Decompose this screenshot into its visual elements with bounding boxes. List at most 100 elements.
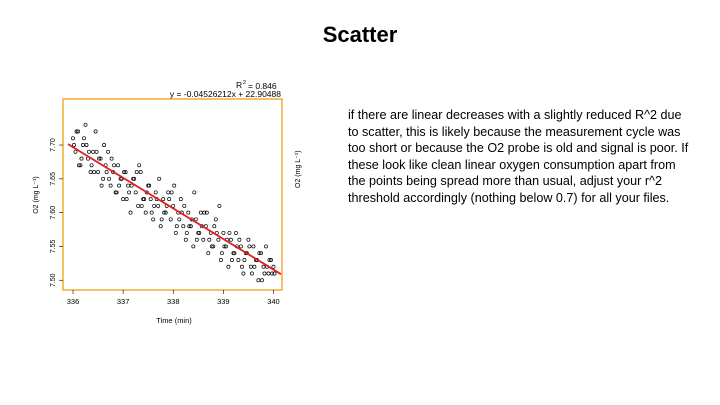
data-point xyxy=(207,237,212,242)
data-point xyxy=(98,156,103,161)
data-point xyxy=(187,224,192,229)
data-point xyxy=(192,190,197,195)
r-squared-symbol: R xyxy=(236,80,242,90)
data-point xyxy=(257,251,262,256)
data-point xyxy=(74,129,79,134)
data-point xyxy=(221,230,226,235)
data-point xyxy=(223,244,228,249)
fit-line xyxy=(67,143,282,275)
data-point xyxy=(264,244,268,249)
data-point xyxy=(186,210,191,215)
data-point xyxy=(167,197,172,202)
data-point xyxy=(156,203,161,208)
y-axis-title-right: O2 (mg L⁻¹) xyxy=(295,150,302,188)
data-point xyxy=(259,251,263,256)
r-squared-label: R 2 = 0.846 xyxy=(236,80,277,91)
data-point xyxy=(219,251,224,256)
data-point xyxy=(159,217,164,222)
data-point xyxy=(97,156,102,161)
data-point xyxy=(241,271,246,276)
data-point xyxy=(133,190,138,195)
data-point xyxy=(198,210,203,215)
plot-layer: 336 337 338 339 340 7.50 7.55 7.60 7.65 7.70 xyxy=(50,122,282,306)
data-point xyxy=(137,163,142,168)
data-point xyxy=(233,230,238,235)
data-point xyxy=(82,136,86,141)
data-point xyxy=(249,271,254,276)
data-point xyxy=(166,190,171,195)
y-tick-label: 7.55 xyxy=(50,240,57,254)
x-tick-label: 338 xyxy=(167,297,180,306)
y-tick-label: 7.60 xyxy=(50,206,57,220)
data-point xyxy=(247,244,252,249)
data-point xyxy=(266,271,271,276)
data-point xyxy=(227,230,232,235)
data-point xyxy=(177,217,182,222)
data-point xyxy=(122,170,127,175)
x-axis-title: Time (min) xyxy=(156,316,192,325)
data-point xyxy=(229,258,234,262)
data-point xyxy=(73,149,78,154)
data-point xyxy=(161,197,166,202)
data-point xyxy=(194,237,199,242)
data-point xyxy=(127,190,132,195)
x-tick-label: 340 xyxy=(267,297,280,306)
data-point xyxy=(239,264,244,269)
slide-title: Scatter xyxy=(322,22,398,47)
data-point xyxy=(188,224,193,229)
data-point xyxy=(182,203,187,208)
data-point xyxy=(123,170,128,175)
data-point xyxy=(72,143,76,147)
data-point xyxy=(216,237,221,242)
data-point xyxy=(193,217,198,222)
data-point xyxy=(92,170,97,175)
data-point xyxy=(112,163,117,168)
data-point xyxy=(261,264,266,269)
y-axis-title: O2 (mg L⁻¹) xyxy=(33,176,40,214)
data-point xyxy=(107,176,112,181)
data-point xyxy=(76,129,80,134)
data-point xyxy=(269,258,273,262)
data-point xyxy=(128,210,133,215)
data-point xyxy=(248,264,253,269)
data-point xyxy=(79,156,84,161)
data-point xyxy=(218,258,223,262)
x-tick-label: 339 xyxy=(217,297,230,306)
data-point xyxy=(77,163,81,168)
x-tick-label: 336 xyxy=(67,297,80,306)
data-point xyxy=(169,190,174,195)
data-point xyxy=(153,190,158,195)
data-point xyxy=(272,271,277,276)
y-tick-label: 7.50 xyxy=(50,273,57,287)
data-point xyxy=(217,203,222,208)
data-point xyxy=(138,170,143,175)
data-point xyxy=(94,149,99,154)
data-point xyxy=(96,170,101,175)
data-point xyxy=(242,258,247,262)
data-point xyxy=(87,149,91,154)
data-point xyxy=(158,224,163,229)
data-point xyxy=(88,170,93,175)
data-point xyxy=(183,237,188,242)
data-point xyxy=(117,183,122,188)
fit-equation: y = -0.04526212x + 22.90488 xyxy=(170,89,281,99)
data-point xyxy=(143,210,148,215)
data-point xyxy=(126,183,131,188)
data-point xyxy=(89,163,94,168)
data-point xyxy=(168,217,173,222)
data-point xyxy=(271,264,276,269)
data-point xyxy=(252,264,257,269)
data-point xyxy=(124,197,129,202)
data-point xyxy=(267,258,272,262)
data-point xyxy=(84,143,89,147)
data-point xyxy=(213,217,218,222)
data-point xyxy=(114,190,119,195)
plot-frame xyxy=(62,98,283,291)
data-point xyxy=(109,156,114,161)
r-squared-value: = 0.846 xyxy=(248,81,277,91)
data-point xyxy=(148,197,153,202)
data-point xyxy=(209,244,214,249)
data-point xyxy=(139,203,144,208)
data-point xyxy=(173,230,178,235)
